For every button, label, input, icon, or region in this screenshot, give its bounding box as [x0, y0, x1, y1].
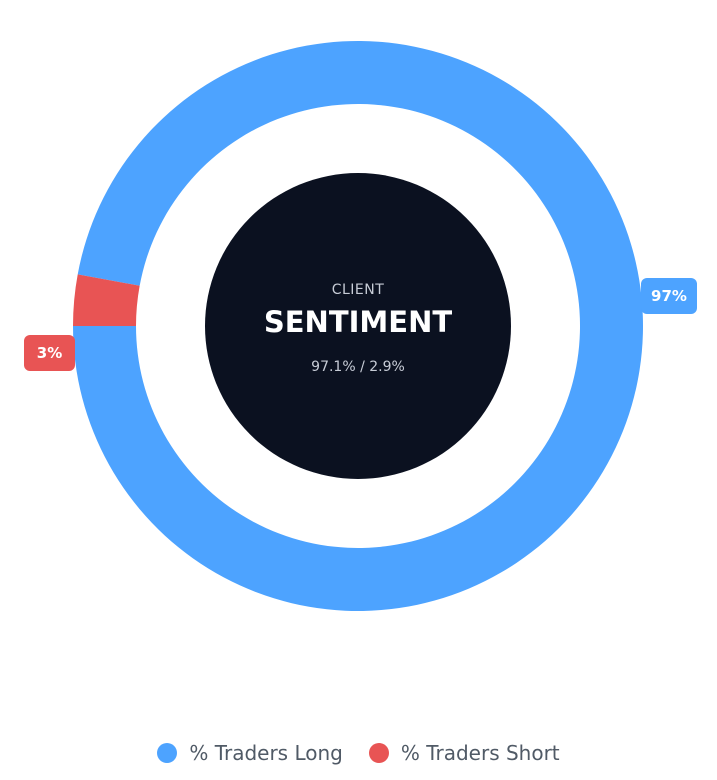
data-label-short-bg	[24, 335, 75, 371]
legend-swatch-short	[368, 743, 389, 763]
legend-label-short: % Traders Short	[400, 741, 560, 765]
slice-traders-short[interactable]	[73, 274, 140, 326]
chart-legend: % Traders Long % Traders Short	[0, 738, 717, 768]
data-label-long-bg	[641, 278, 697, 314]
data-label-short-text: 3%	[37, 344, 62, 362]
legend-item-long[interactable]: % Traders Long	[157, 741, 343, 765]
data-label-short: 3%	[24, 335, 75, 371]
legend-swatch-long	[157, 743, 178, 763]
center-label-client: CLIENT	[332, 282, 385, 298]
data-label-long: 97%	[641, 278, 697, 314]
data-labels: 97% 3%	[24, 278, 697, 371]
center-ratio: 97.1% / 2.9%	[311, 359, 405, 375]
legend-label-long: % Traders Long	[189, 741, 343, 765]
legend-item-short[interactable]: % Traders Short	[368, 741, 560, 765]
center-label-sentiment: SENTIMENT	[264, 305, 452, 339]
data-label-long-text: 97%	[651, 287, 687, 305]
center-disc	[205, 173, 511, 479]
donut-slices	[73, 41, 643, 611]
